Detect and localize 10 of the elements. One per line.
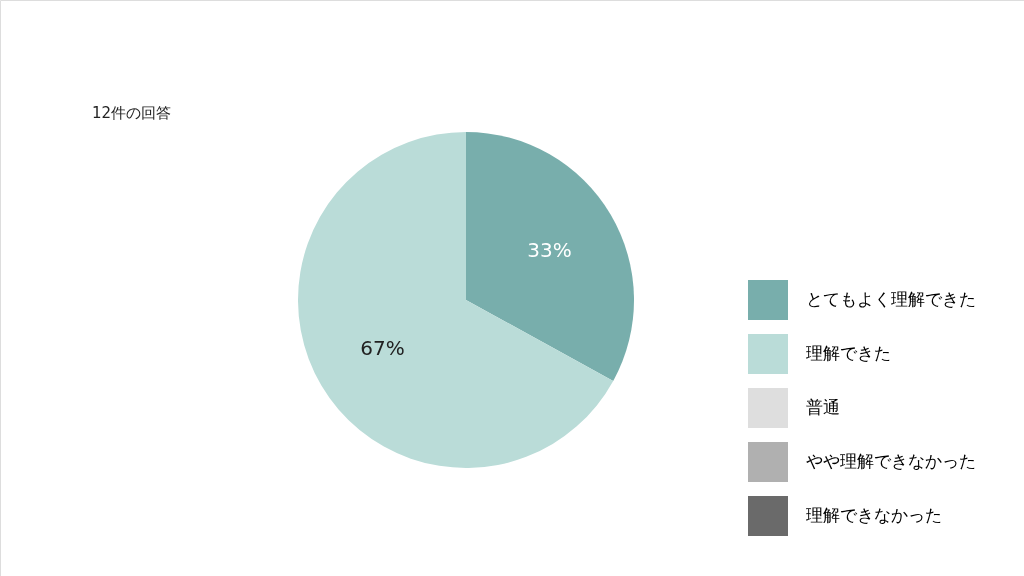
legend-label: 普通 [806, 397, 840, 417]
legend-label: 理解できなかった [806, 505, 942, 525]
data-label: 33% [527, 237, 572, 262]
data-label: 67% [360, 336, 405, 361]
pie-slice [466, 132, 634, 381]
legend-label: 理解できた [806, 343, 891, 363]
text: 12件の回答 [92, 104, 172, 122]
legend-label: やや理解できなかった [806, 451, 976, 471]
pie-slice [298, 132, 614, 468]
legend-label: とてもよく理解できた [806, 289, 976, 309]
